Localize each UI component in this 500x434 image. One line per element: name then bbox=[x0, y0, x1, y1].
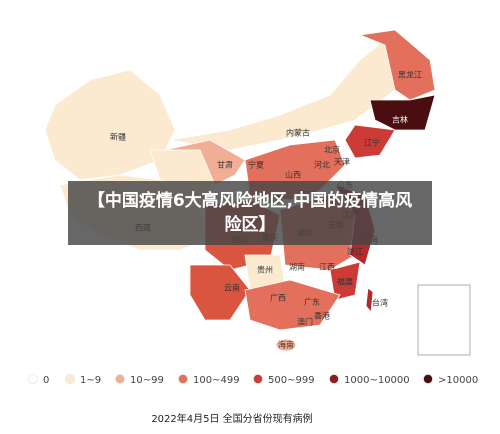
inset-frame bbox=[417, 284, 471, 356]
province-label: 香港 bbox=[314, 311, 330, 321]
province-label: 福建 bbox=[337, 277, 353, 287]
province-label: 内蒙古 bbox=[286, 128, 310, 138]
province-label: 吉林 bbox=[392, 115, 408, 125]
province-label: 江西 bbox=[319, 263, 335, 272]
province-label: 广东 bbox=[304, 297, 320, 307]
province-label: 辽宁 bbox=[364, 138, 380, 148]
legend-label: 1000~10000 bbox=[344, 375, 410, 386]
legend-swatch bbox=[253, 374, 263, 384]
province-label: 云南 bbox=[224, 283, 240, 293]
province-label: 澳门 bbox=[297, 317, 313, 327]
province-label: 贵州 bbox=[257, 265, 273, 275]
legend: 0 1~9 10~99 100~499 500~999 1000~10000 >10000 bbox=[28, 374, 478, 386]
legend-label: 500~999 bbox=[268, 375, 315, 386]
legend-swatch bbox=[65, 374, 75, 384]
region bbox=[275, 338, 297, 352]
legend-label: 10~99 bbox=[130, 375, 164, 386]
overlay-title: 【中国疫情6大高风险地区,中国的疫情高风险区】 bbox=[87, 191, 413, 235]
province-label: 河北 bbox=[314, 160, 330, 170]
province-label: 台湾 bbox=[372, 298, 388, 308]
province-label: 湖南 bbox=[289, 262, 305, 272]
legend-label: 1~9 bbox=[80, 375, 101, 386]
province-label: 浙江 bbox=[347, 247, 363, 257]
province-label: 山西 bbox=[285, 170, 301, 180]
province-label: 宁夏 bbox=[248, 160, 264, 170]
province-label: 海南 bbox=[278, 340, 294, 350]
province-label: 甘肃 bbox=[217, 160, 233, 170]
region bbox=[358, 29, 436, 101]
region bbox=[365, 287, 374, 313]
legend-label: 0 bbox=[43, 375, 49, 386]
province-label: 北京 bbox=[324, 145, 340, 155]
legend-label: >10000 bbox=[438, 375, 478, 386]
province-label: 黑龙江 bbox=[398, 70, 422, 80]
legend-swatch bbox=[423, 374, 433, 384]
region bbox=[369, 94, 436, 131]
province-label: 广西 bbox=[270, 293, 286, 303]
region bbox=[164, 139, 246, 186]
province-label: 新疆 bbox=[110, 132, 126, 142]
inset-islands bbox=[429, 299, 449, 346]
legend-swatch bbox=[28, 374, 38, 384]
legend-swatch bbox=[115, 374, 125, 384]
region bbox=[244, 279, 341, 331]
region bbox=[329, 261, 361, 301]
legend-label: 100~499 bbox=[193, 375, 240, 386]
legend-swatch bbox=[178, 374, 188, 384]
province-label: 天津 bbox=[334, 157, 350, 167]
region bbox=[189, 264, 251, 321]
title-overlay: 【中国疫情6大高风险地区,中国的疫情高风险区】 bbox=[68, 181, 432, 245]
legend-swatch bbox=[329, 374, 339, 384]
region bbox=[344, 124, 396, 159]
caption: 2022年4月5日 全国分省份现有病例 bbox=[151, 412, 312, 425]
